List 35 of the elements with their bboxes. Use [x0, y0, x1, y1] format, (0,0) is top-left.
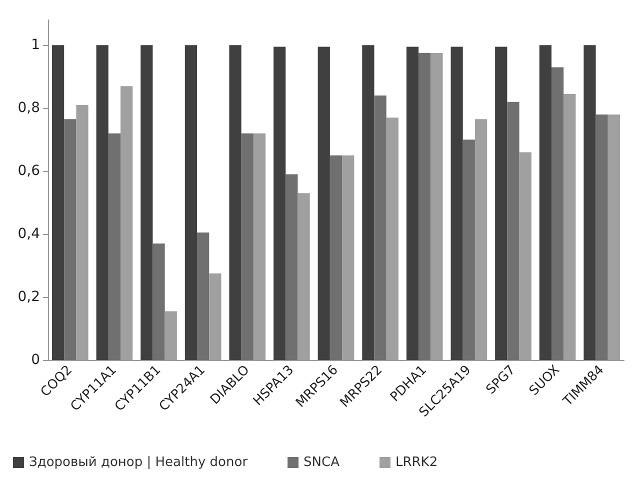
bar — [551, 67, 564, 360]
bar — [539, 45, 552, 360]
y-tick-label: 0,2 — [18, 289, 40, 306]
bar — [96, 45, 108, 360]
y-tick-label: 0,4 — [18, 226, 40, 242]
bar — [495, 46, 508, 360]
bar — [507, 102, 520, 360]
bar — [330, 155, 342, 360]
bar — [462, 140, 475, 360]
bar — [286, 174, 298, 360]
bar — [374, 96, 386, 360]
bar — [450, 46, 463, 360]
y-tick-label: 0 — [31, 352, 40, 368]
bar — [318, 46, 330, 360]
bar — [241, 133, 254, 360]
legend-label: LRRK2 — [395, 455, 438, 470]
y-tick-label: 0,6 — [18, 163, 40, 180]
bar — [229, 45, 242, 360]
y-tick-label: 0,8 — [18, 100, 40, 116]
bar — [197, 232, 210, 360]
bar — [362, 45, 374, 360]
y-tick-label: 1 — [31, 37, 40, 54]
bar — [274, 46, 286, 360]
bar — [108, 133, 121, 360]
bar — [184, 45, 198, 360]
legend-label: Здоровый донор | Healthy donor — [29, 455, 248, 470]
legend-label: SNCA — [304, 455, 340, 470]
bar — [64, 119, 76, 360]
bar — [418, 53, 431, 360]
bar — [406, 46, 419, 360]
bar — [152, 244, 165, 360]
bar — [52, 45, 64, 360]
bar — [140, 45, 153, 360]
bar — [584, 45, 596, 360]
bar — [596, 114, 608, 360]
